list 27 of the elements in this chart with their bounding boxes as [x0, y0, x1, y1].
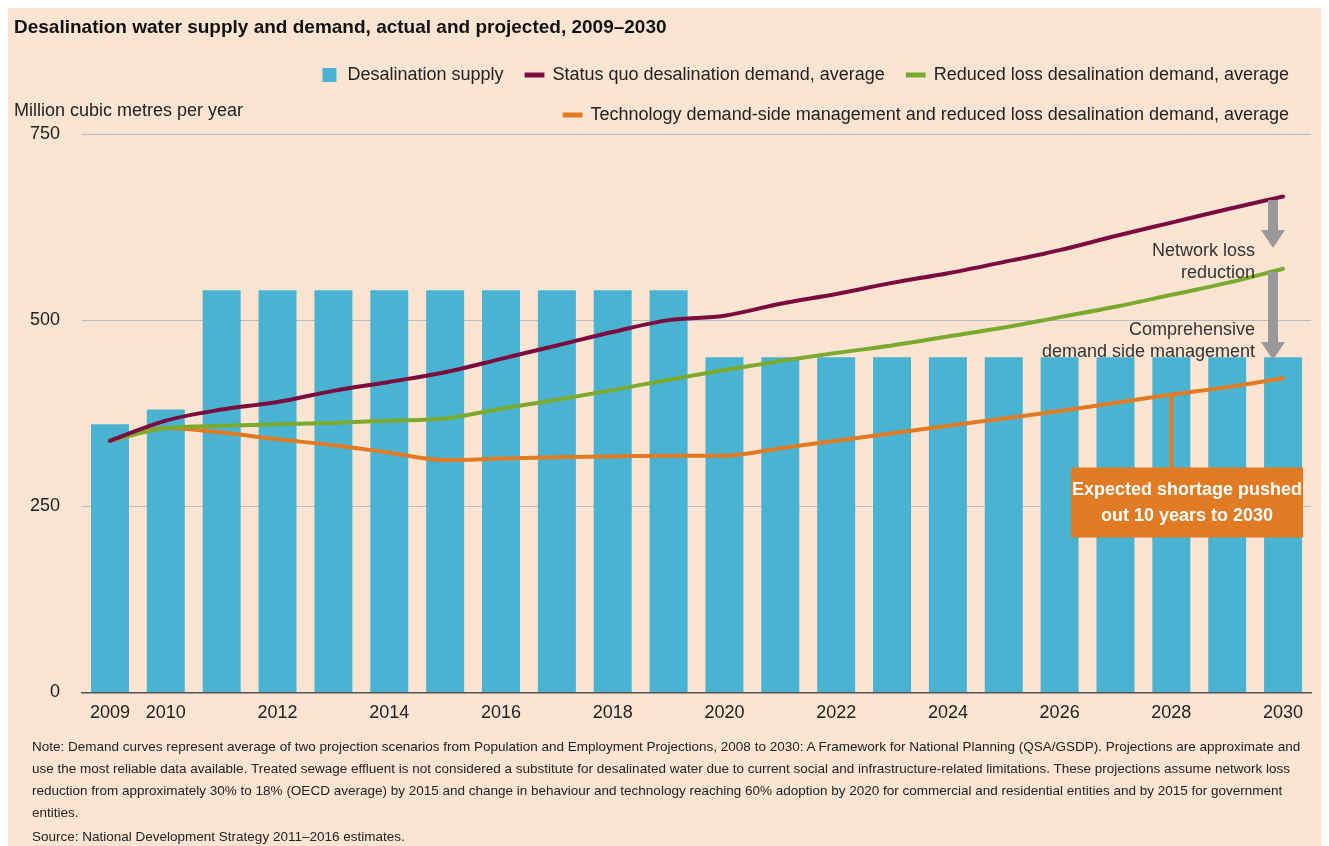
legend-label: Reduced loss desalination demand, average [933, 63, 1290, 84]
text: Note: Demand curves represent average of two projection scenarios from Population and Employment Projections, 2008 to 2030: A Framework for National Planning (QSA/GSDP). Projections are approximate and use the most reliable data available. Treated sewage effluent is not considered a substitute for desalinated water due to current social and infrastructure-related limitations. These projections assume network loss reduction from approximately 30% to 18% (OECD average) by 2015 and change in behaviour and technology reaching 60% adoption by 2020 for commercial and residential entities and by 2015 for government entities. [31, 738, 1302, 822]
legend-label: Status quo desalination demand, average [552, 63, 885, 84]
y-tick-label: 250 [29, 495, 61, 516]
legend-label: Desalination supply [347, 63, 504, 84]
x-tick-label: 2010 [145, 702, 186, 723]
x-tick-label: 2024 [927, 702, 968, 723]
x-tick-label: 2014 [369, 702, 410, 723]
y-tick-label: 500 [29, 309, 61, 330]
x-tick-label: 2028 [1151, 702, 1192, 723]
x-tick-label: 2018 [592, 702, 633, 723]
chart-title: Desalination water supply and demand, actual and projected, 2009–2030 [13, 15, 668, 39]
y-tick-label: 750 [29, 122, 61, 143]
x-tick-label: 2012 [257, 702, 298, 723]
annotation: Comprehensive demand side management [1041, 318, 1256, 361]
annotation: Expected shortage pushed out 10 years to 2030 [1072, 478, 1303, 525]
x-tick-label: 2026 [1039, 702, 1080, 723]
x-tick-label: 2030 [1263, 702, 1304, 723]
source-note: Source: National Development Strategy 2011–2016 estimates. [31, 828, 406, 846]
x-tick-label: 2022 [816, 702, 857, 723]
x-tick-label: 2009 [89, 702, 130, 723]
y-axis-title: Million cubic metres per year [14, 99, 244, 120]
x-tick-label: 2020 [704, 702, 745, 723]
annotation: Network loss reduction [1152, 240, 1256, 283]
legend-label: Technology demand-side management and reduced loss desalination demand, average [590, 103, 1290, 124]
x-tick-label: 2016 [480, 702, 522, 723]
y-tick-label: 0 [50, 681, 61, 702]
